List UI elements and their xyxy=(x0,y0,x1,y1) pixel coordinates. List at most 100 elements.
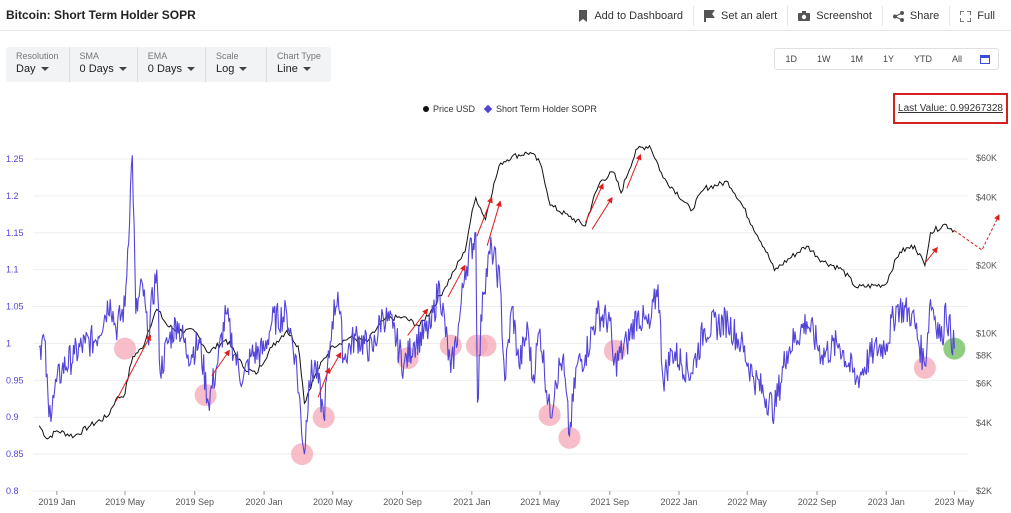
range-1m-button[interactable]: 1M xyxy=(850,54,863,64)
y-left-tick-label: 0.95 xyxy=(6,375,24,385)
y-right-tick-label: $40K xyxy=(976,193,997,203)
legend-sopr-label: Short Term Holder SOPR xyxy=(496,104,597,114)
resolution-select[interactable]: Resolution Day xyxy=(6,47,69,82)
bookmark-icon xyxy=(579,10,588,22)
red-arrow xyxy=(924,246,938,264)
green-marker-circle xyxy=(943,337,966,360)
top-bar: Bitcoin: Short Term Holder SOPR Add to D… xyxy=(0,0,1011,31)
ema-select[interactable]: EMA 0 Days xyxy=(136,47,205,82)
chart-type-label: Chart Type xyxy=(277,51,321,61)
resolution-value: Day xyxy=(16,63,36,75)
chart-legend: Price USD Short Term Holder SOPR xyxy=(423,104,607,114)
share-icon xyxy=(892,10,904,22)
calendar-button[interactable] xyxy=(972,49,998,69)
x-tick-label: 2022 May xyxy=(727,497,767,507)
legend-price-label: Price USD xyxy=(433,104,476,114)
screenshot-button[interactable]: Screenshot xyxy=(787,6,882,26)
pink-marker-circle xyxy=(113,337,136,360)
last-value-readout[interactable]: Last Value: 0.99267328 xyxy=(893,93,1008,124)
add-to-dashboard-button[interactable]: Add to Dashboard xyxy=(568,6,693,26)
legend-price-marker xyxy=(423,106,429,112)
x-tick-label: 2021 Sep xyxy=(591,497,630,507)
axis-labels: 1.25 1.2 1.15 1.1 1.05 1 0.95 0.9 0.85 0.8 $60K $40… xyxy=(6,153,997,507)
x-tick-label: 2021 Jan xyxy=(453,497,490,507)
y-right-tick-label: $60K xyxy=(976,153,997,163)
set-alert-label: Set an alert xyxy=(720,10,778,22)
ema-label: EMA xyxy=(147,51,168,61)
x-tick-label: 2020 May xyxy=(313,497,353,507)
range-1y-button[interactable]: 1Y xyxy=(882,54,894,64)
red-arrow xyxy=(317,367,331,398)
red-arrow xyxy=(591,196,613,230)
annotation-arrows xyxy=(115,153,1000,402)
legend-item-sopr[interactable]: Short Term Holder SOPR xyxy=(483,104,597,114)
y-left-tick-label: 0.85 xyxy=(6,449,24,459)
y-right-tick-label: $6K xyxy=(976,378,992,388)
red-arrow xyxy=(211,349,230,376)
y-right-tick-label: $4K xyxy=(976,418,992,428)
add-to-dashboard-label: Add to Dashboard xyxy=(594,10,683,22)
y-right-tick-label: $20K xyxy=(976,261,997,271)
x-tick-label: 2023 May xyxy=(935,497,975,507)
fullscreen-icon xyxy=(960,10,972,22)
set-alert-button[interactable]: Set an alert xyxy=(692,6,787,26)
x-tick-label: 2020 Sep xyxy=(383,497,422,507)
red-arrow xyxy=(584,183,604,223)
scale-value: Log xyxy=(216,63,235,75)
ema-value: 0 Days xyxy=(147,63,183,75)
chevron-down-icon xyxy=(239,67,248,72)
projection-arrow xyxy=(954,214,1000,251)
full-button[interactable]: Full xyxy=(949,6,1005,26)
alert-flag-icon xyxy=(703,10,715,22)
y-left-tick-label: 0.9 xyxy=(6,412,19,422)
red-arrow xyxy=(328,351,342,373)
y-right-tick-label: $8K xyxy=(976,350,992,360)
x-tick-label: 2023 Jan xyxy=(868,497,905,507)
sma-select[interactable]: SMA 0 Days xyxy=(68,47,137,82)
legend-item-price[interactable]: Price USD xyxy=(423,104,475,114)
red-arrow xyxy=(476,196,493,237)
sopr-series-line xyxy=(38,155,955,455)
y-left-tick-label: 1.05 xyxy=(6,302,24,312)
x-tick-label: 2019 Sep xyxy=(176,497,215,507)
pink-marker-circle xyxy=(291,443,314,466)
chevron-down-icon xyxy=(187,67,196,72)
y-left-tick-label: 1.1 xyxy=(6,265,19,275)
x-tick-label: 2022 Jan xyxy=(661,497,698,507)
red-arrow xyxy=(115,334,151,402)
annotation-circles xyxy=(113,334,966,466)
range-1w-button[interactable]: 1W xyxy=(816,54,831,64)
x-tick-label: 2019 Jan xyxy=(38,497,75,507)
red-arrow xyxy=(486,200,502,246)
pink-marker-circle xyxy=(474,334,497,357)
pink-marker-circle xyxy=(558,426,581,449)
range-1d-button[interactable]: 1D xyxy=(785,54,797,64)
red-arrow xyxy=(447,264,466,298)
share-label: Share xyxy=(909,10,940,22)
chart-svg: 1.25 1.2 1.15 1.1 1.05 1 0.95 0.9 0.85 0.8 $60K $40… xyxy=(6,144,1000,507)
full-label: Full xyxy=(977,10,995,22)
red-arrow xyxy=(407,308,429,336)
range-ytd-button[interactable]: YTD xyxy=(913,54,932,64)
calendar-icon xyxy=(980,55,990,64)
legend-sopr-marker xyxy=(483,104,493,114)
chart-type-select[interactable]: Chart Type Line xyxy=(266,47,331,82)
y-left-tick-label: 1.2 xyxy=(6,191,19,201)
pink-marker-circle xyxy=(913,356,936,379)
chevron-down-icon xyxy=(118,67,127,72)
share-button[interactable]: Share xyxy=(881,6,949,26)
pink-marker-circle xyxy=(439,334,462,357)
scale-select[interactable]: Scale Log xyxy=(205,47,266,82)
x-tick-label: 2022 Sep xyxy=(798,497,837,507)
page-title: Bitcoin: Short Term Holder SOPR xyxy=(6,8,196,22)
camera-icon xyxy=(798,11,811,21)
y-left-tick-label: 1.15 xyxy=(6,228,24,238)
range-all-button[interactable]: All xyxy=(951,54,962,64)
chart-type-value: Line xyxy=(277,63,298,75)
chart-controls: Resolution Day SMA 0 Days EMA 0 Days Sca… xyxy=(6,47,331,82)
y-left-tick-label: 0.8 xyxy=(6,486,19,496)
x-tick-label: 2020 Jan xyxy=(246,497,283,507)
red-arrow xyxy=(626,153,642,189)
chevron-down-icon xyxy=(302,67,311,72)
scale-label: Scale xyxy=(216,51,239,61)
